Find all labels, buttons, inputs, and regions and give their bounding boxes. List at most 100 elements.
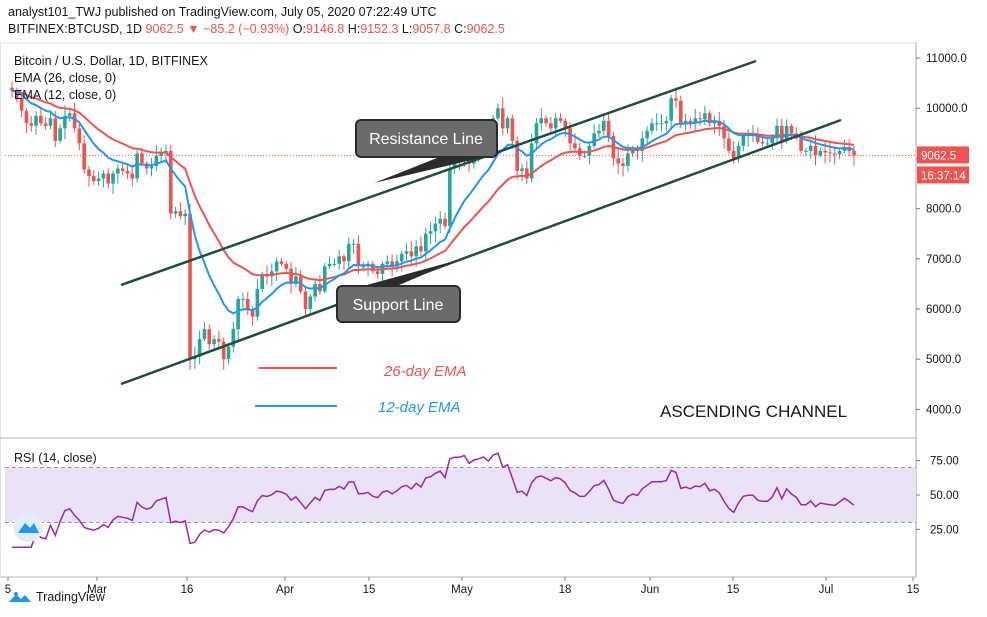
candle-body [549, 123, 553, 129]
candle-body [231, 329, 236, 347]
candle-body [63, 115, 67, 129]
candle-body [664, 120, 669, 124]
support-callout-pointer [356, 260, 458, 288]
high-value: 9152.3 [360, 22, 399, 36]
candle-body [525, 168, 529, 179]
candle-body [303, 291, 308, 310]
candle-body [188, 213, 192, 360]
ema12-line [11, 89, 855, 315]
x-tick-label: Apr [276, 584, 294, 596]
y-tick-label: 6000.0 [926, 304, 961, 316]
candle-body [510, 118, 515, 141]
brand-name: TradingView [36, 590, 105, 604]
candle-body [15, 90, 19, 99]
candle-body [197, 339, 202, 357]
candle-body [96, 178, 101, 182]
y-tick-label: 5000.0 [926, 354, 961, 366]
candle-body [308, 296, 313, 310]
candle-body [48, 118, 53, 126]
candle-body [111, 173, 115, 184]
symbol-ohlc-bar: BITFINEX:BTCUSD, 1D 9062.5 ▼ −85.2 (−0.9… [8, 22, 505, 36]
candle-body [313, 283, 317, 297]
candle-body [804, 150, 808, 152]
candle-body [592, 133, 596, 146]
countdown-tag-label: 16:37:14 [921, 170, 966, 182]
rsi-band [5, 467, 916, 523]
candle-body [602, 120, 606, 131]
candle-body [688, 120, 693, 124]
candle-body [212, 339, 216, 345]
candle-body [539, 118, 544, 124]
rsi-tick-label: 25.00 [930, 524, 959, 536]
candle-body [818, 150, 823, 156]
candle-body [270, 271, 274, 277]
footer: TradingView [8, 590, 105, 604]
candle-body [72, 113, 77, 129]
close-label: C: [454, 22, 467, 36]
candle-body [327, 263, 332, 267]
last-price-tag [917, 146, 969, 164]
candle-body [741, 135, 746, 146]
candle-body [87, 169, 91, 177]
open-value: 9146.8 [305, 22, 345, 36]
symbol-label: BITFINEX:BTCUSD, 1D [8, 22, 143, 36]
ema12-legend: EMA (12, close, 0) [14, 88, 116, 102]
last-price: 9062.5 [145, 22, 184, 36]
candle-body [135, 153, 139, 179]
candle-body [58, 128, 62, 141]
support-callout-box [336, 285, 461, 323]
candle-body [294, 276, 298, 284]
candle-body [116, 168, 120, 174]
candle-body [404, 251, 409, 254]
candle-body [10, 87, 14, 91]
candle-body [245, 298, 250, 310]
candle-body [500, 108, 505, 129]
candle-body [34, 115, 38, 126]
candle-body [626, 153, 630, 166]
candle-body [678, 100, 683, 124]
candle-body [409, 251, 414, 257]
ema26-legend: EMA (26, close, 0) [14, 71, 116, 85]
rsi-line [12, 452, 855, 549]
candle-body [765, 143, 770, 145]
candle-body [799, 138, 803, 151]
candle-body [149, 165, 154, 169]
candle-body [183, 213, 188, 217]
candle-body [828, 152, 832, 154]
x-tick-label: 15 [907, 584, 920, 596]
candle-body [428, 231, 433, 234]
x-tick-label: 18 [559, 584, 572, 596]
candle-body [91, 176, 96, 182]
candle-body [255, 288, 260, 317]
ema26-line [11, 89, 855, 282]
candle-body [770, 138, 775, 144]
candle-body [573, 143, 577, 149]
candle-body [727, 138, 731, 151]
candle-body [419, 246, 423, 252]
candle-body [342, 256, 346, 262]
candle-body [120, 168, 125, 171]
candle-body [178, 211, 183, 217]
candle-body [130, 173, 135, 179]
time-x-axis: 5 Mar 16 Apr 15 May 18 Jun 15 Jul 15 [5, 577, 920, 596]
publish-info: analyst101_TWJ published on TradingView.… [8, 5, 437, 19]
candle-body [260, 273, 264, 289]
candle-body [448, 168, 452, 227]
y-tick-label: 7000.0 [926, 254, 961, 266]
close-value: 9062.5 [466, 22, 505, 36]
candle-body [544, 118, 548, 124]
candle-body [399, 253, 404, 262]
candle-body [784, 125, 789, 141]
resistance-callout-box [355, 119, 498, 158]
open-label: O: [292, 22, 306, 36]
y-tick-label: 11000.0 [926, 53, 967, 65]
candle-body [568, 128, 572, 144]
candle-body [534, 123, 539, 144]
candle-body [217, 339, 221, 342]
y-tick-label: 4000.0 [926, 404, 961, 416]
candle-body [106, 173, 111, 184]
candle-body [43, 123, 48, 126]
candle-body [659, 123, 664, 125]
x-tick-label: 5 [5, 584, 11, 596]
